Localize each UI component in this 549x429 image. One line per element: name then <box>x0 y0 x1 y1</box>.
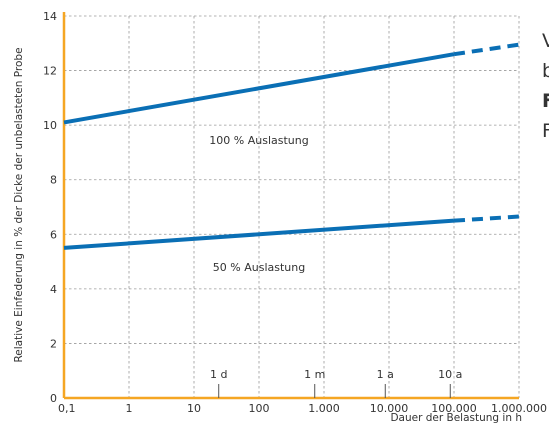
x-tick-label: 100.000 <box>431 402 477 415</box>
series-label: 100 % Auslastung <box>209 134 308 147</box>
x-tick-label: 1.000 <box>308 402 340 415</box>
series-line <box>63 52 455 125</box>
y-axis-label: Relative Einfederung in % der Dicke der … <box>13 47 25 362</box>
x-tick-label: 0,1 <box>58 402 76 415</box>
y-tick-label: 6 <box>50 228 57 241</box>
labels-layer: 0 2 4 6 8 10 12 14 0,1 1 10 100 1.000 10.000 100.000 1.… <box>43 10 547 415</box>
y-tick-label: 12 <box>43 65 57 78</box>
time-marker-label: 10 a <box>438 368 462 381</box>
time-marker-label: 1 d <box>210 368 227 381</box>
series-line <box>63 218 455 250</box>
series-extrapolation <box>453 42 520 57</box>
time-marker-label: 1 a <box>377 368 394 381</box>
x-tick-label: 100 <box>249 402 270 415</box>
side-text-3: F <box>542 90 549 112</box>
x-tick-label: 1 <box>126 402 133 415</box>
y-tick-label: 10 <box>43 119 57 132</box>
x-tick-label: 10 <box>187 402 201 415</box>
y-tick-label: 0 <box>50 392 57 405</box>
y-tick-label: 4 <box>50 283 57 296</box>
y-tick-label: 14 <box>43 10 57 23</box>
y-tick-label: 8 <box>50 174 57 187</box>
series-layer <box>63 42 520 250</box>
side-text-2: b <box>542 60 549 82</box>
series-label: 50 % Auslastung <box>213 261 305 274</box>
time-marker-label: 1 m <box>304 368 325 381</box>
x-tick-label: 1.000.000 <box>491 402 547 415</box>
x-axis-label: Dauer der Belastung in h <box>390 412 522 424</box>
side-text-4: F <box>542 120 549 142</box>
side-text-1: V <box>542 30 549 52</box>
y-tick-label: 2 <box>50 337 57 350</box>
x-tick-label: 10.000 <box>370 402 409 415</box>
grid <box>64 15 520 398</box>
series-extrapolation <box>453 214 520 223</box>
axes <box>62 12 519 400</box>
